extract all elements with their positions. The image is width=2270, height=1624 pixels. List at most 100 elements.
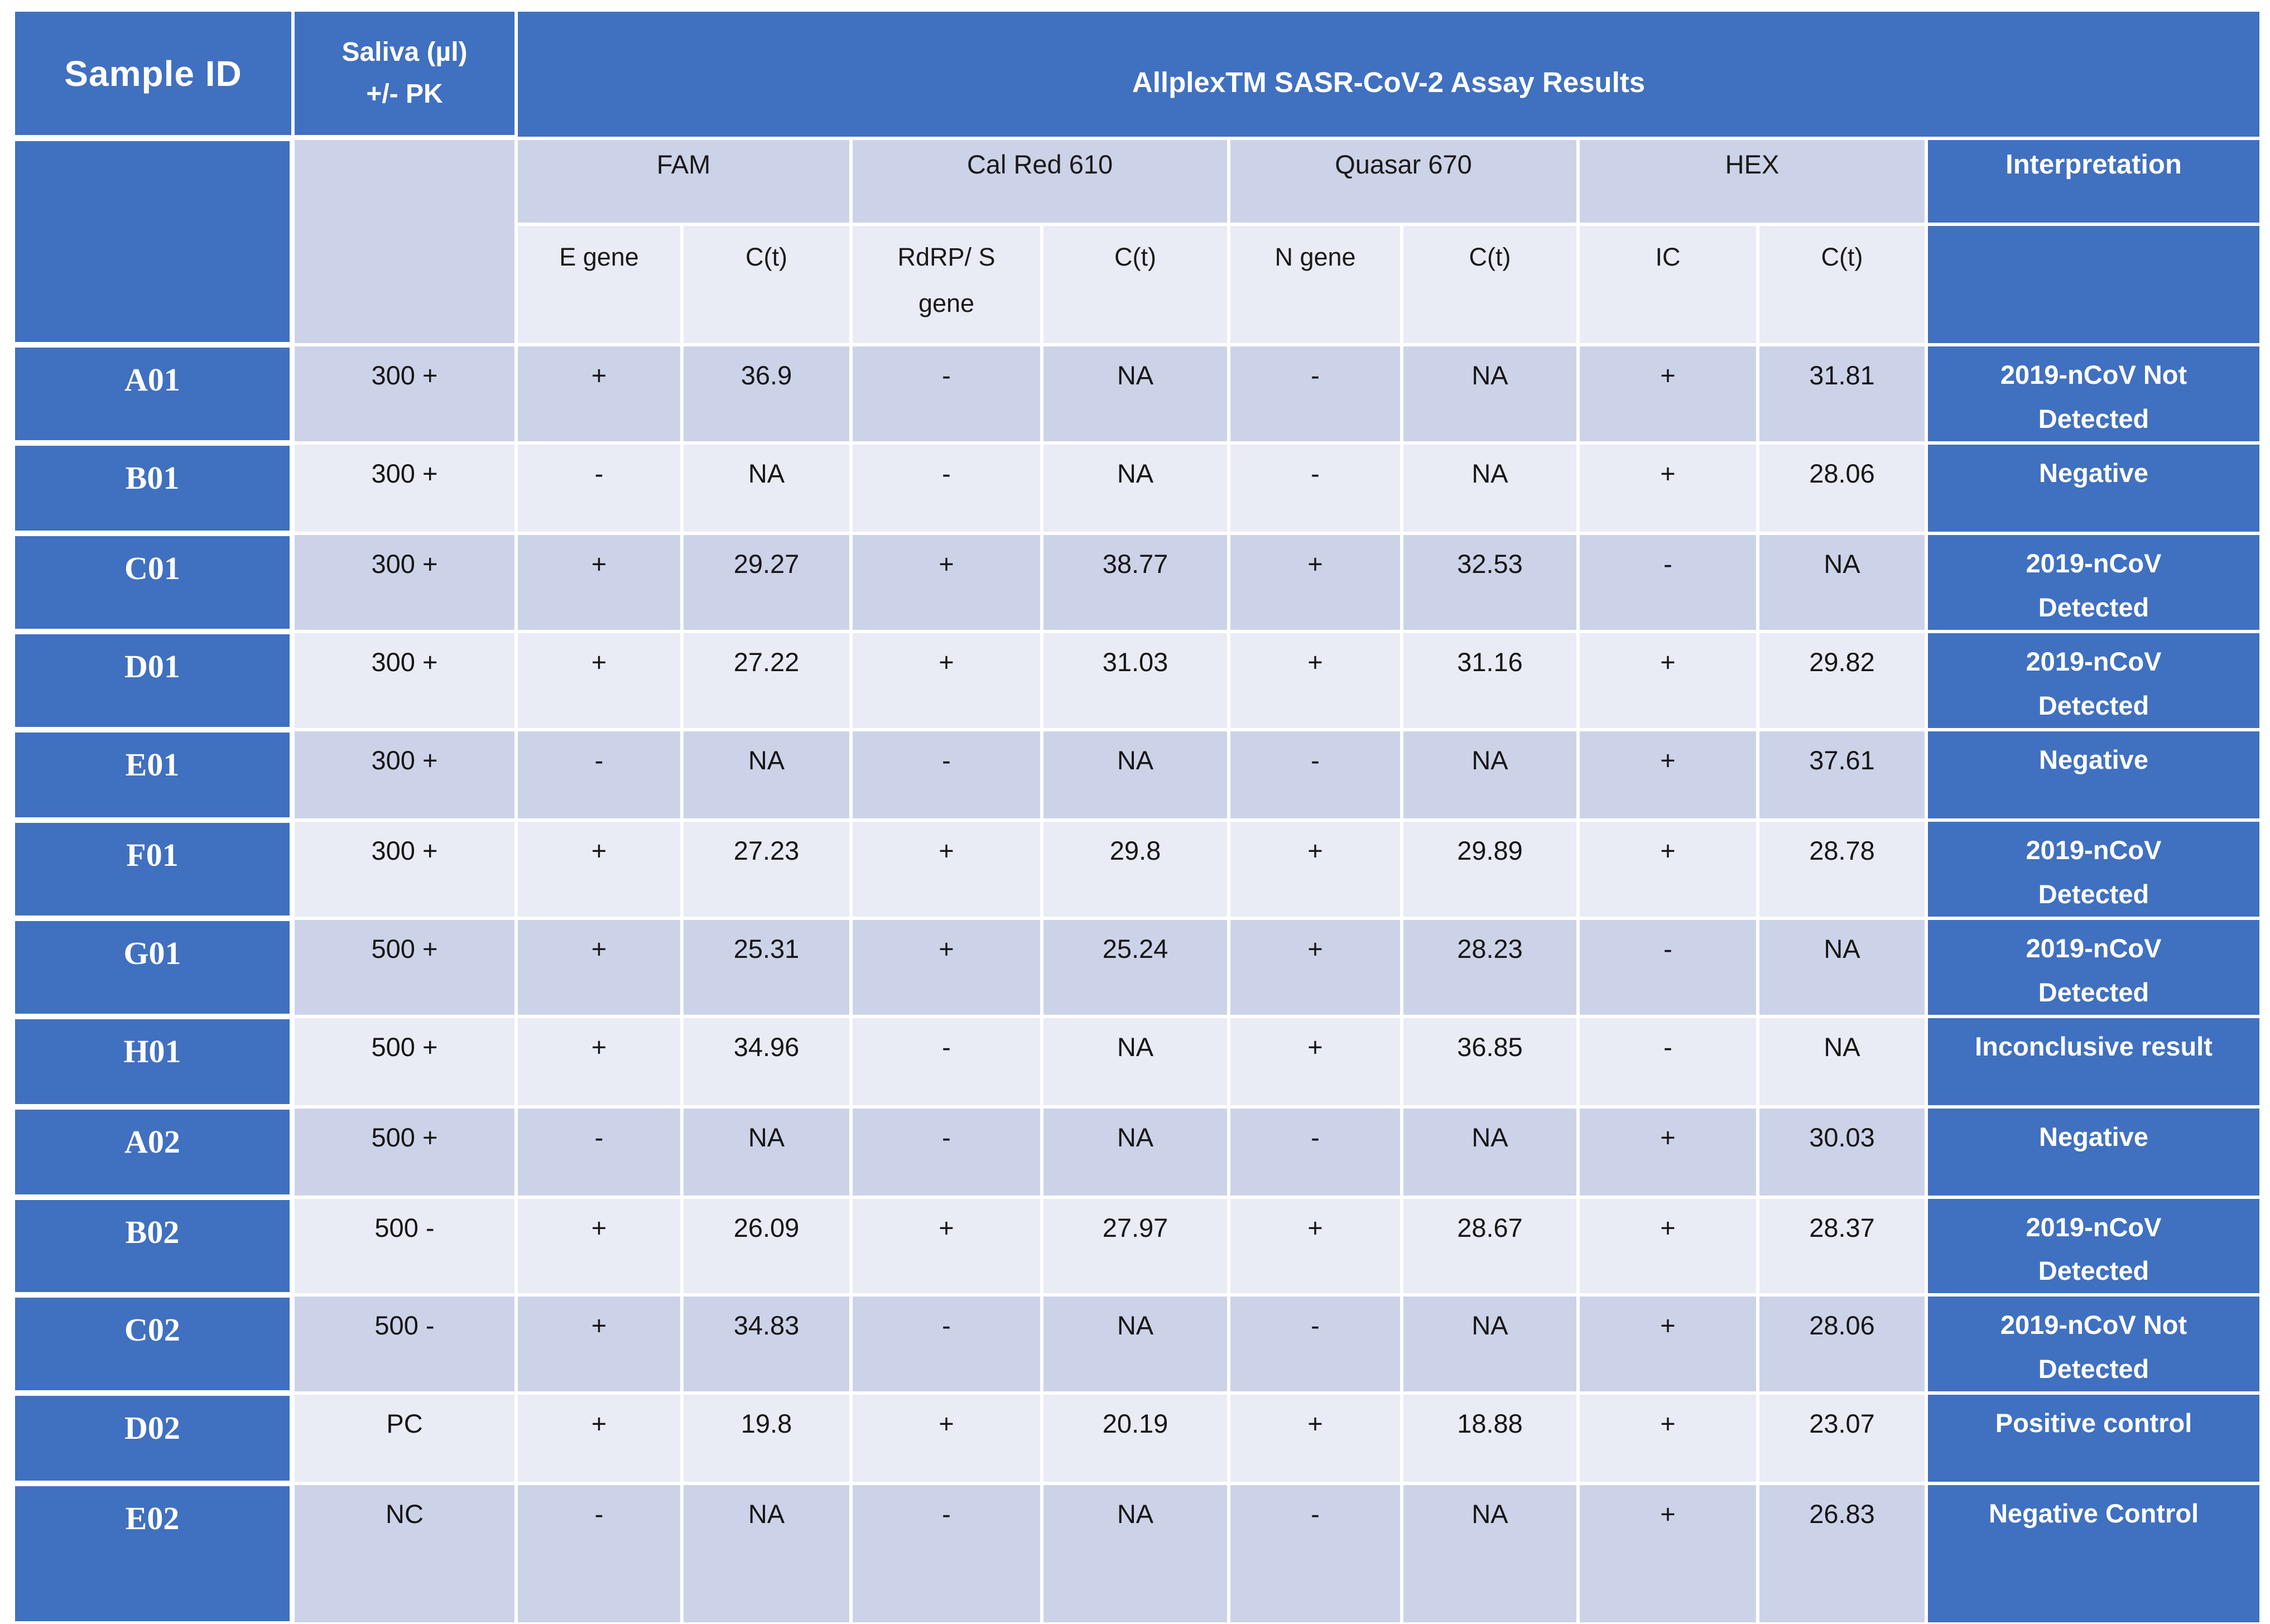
ngene-result-cell: - bbox=[1229, 1483, 1402, 1624]
ic-result-cell: + bbox=[1578, 1483, 1758, 1624]
calred-ct-cell: 38.77 bbox=[1042, 533, 1229, 632]
fam-ct-header: C(t) bbox=[682, 224, 851, 345]
hex-ct-cell: NA bbox=[1758, 918, 1926, 1016]
quasar-ct-cell: 29.89 bbox=[1402, 820, 1578, 918]
ngene-result-cell: + bbox=[1229, 918, 1402, 1016]
calred-ct-cell: NA bbox=[1042, 1295, 1229, 1394]
ic-result-cell: + bbox=[1578, 1393, 1758, 1484]
saliva-spacer-cell bbox=[293, 138, 516, 345]
ngene-result-cell: + bbox=[1229, 631, 1402, 730]
sample-id-cell: D01 bbox=[13, 631, 293, 730]
sample-id-cell: C02 bbox=[13, 1295, 293, 1394]
fam-ct-cell: 29.27 bbox=[682, 533, 851, 632]
ngene-result-cell: + bbox=[1229, 1393, 1402, 1484]
saliva-cell: 300 + bbox=[293, 729, 516, 820]
quasar-ct-cell: NA bbox=[1402, 442, 1578, 533]
table-row: B02 500 - +26.09 +27.97 +28.67 +28.37 2019-nCo… bbox=[13, 1197, 2262, 1295]
sample-id-cell: B02 bbox=[13, 1197, 293, 1295]
fam-result-cell: + bbox=[516, 1295, 682, 1394]
fam-result-cell: + bbox=[516, 533, 682, 632]
sample-id-cell: A02 bbox=[13, 1106, 293, 1197]
ngene-header: N gene bbox=[1229, 224, 1402, 345]
ngene-result-cell: - bbox=[1229, 729, 1402, 820]
interpretation-cell: Negative bbox=[1926, 442, 2262, 533]
hex-ct-cell: 23.07 bbox=[1758, 1393, 1926, 1484]
saliva-cell: PC bbox=[293, 1393, 516, 1484]
table-row: E01 300 + - NA - NA - NA +37.61 Negative bbox=[13, 729, 2262, 820]
ngene-result-cell: + bbox=[1229, 1016, 1402, 1107]
quasar-ct-cell: 36.85 bbox=[1402, 1016, 1578, 1107]
calred-ct-cell: NA bbox=[1042, 1016, 1229, 1107]
quasar-ct-cell: 28.67 bbox=[1402, 1197, 1578, 1295]
table-row: A01 300 + +36.9- NA - NA +31.81 2019-nCoV Not D… bbox=[13, 345, 2262, 443]
ic-result-cell: + bbox=[1578, 631, 1758, 730]
interpretation-cell: 2019-nCoV Detected bbox=[1926, 631, 2262, 730]
saliva-header: Saliva (µl) +/- PK bbox=[293, 10, 516, 138]
quasar-ct-cell: NA bbox=[1402, 1295, 1578, 1394]
interpretation-cell: 2019-nCoV Detected bbox=[1926, 918, 2262, 1016]
sample-id-cell: C01 bbox=[13, 533, 293, 632]
ic-result-cell: - bbox=[1578, 533, 1758, 632]
rdrp-result-cell: + bbox=[851, 631, 1042, 730]
rdrp-result-cell: - bbox=[851, 345, 1042, 443]
interpretation-cell: 2019-nCoV Not Detected bbox=[1926, 1295, 2262, 1394]
table-row: C02 500 - +34.83- NA - NA +28.06 2019-nCoV Not … bbox=[13, 1295, 2262, 1394]
fam-ct-cell: 19.8 bbox=[682, 1393, 851, 1484]
interpretation-cell: Negative bbox=[1926, 729, 2262, 820]
calred-ct-cell: NA bbox=[1042, 1106, 1229, 1197]
saliva-cell: 500 + bbox=[293, 1016, 516, 1107]
fam-result-cell: + bbox=[516, 820, 682, 918]
rdrp-result-cell: - bbox=[851, 1106, 1042, 1197]
calred-ct-header: C(t) bbox=[1042, 224, 1229, 345]
quasar-ct-cell: NA bbox=[1402, 1483, 1578, 1624]
ic-result-cell: + bbox=[1578, 729, 1758, 820]
channel-calred-header: Cal Red 610 bbox=[851, 138, 1229, 224]
ic-header: IC bbox=[1578, 224, 1758, 345]
saliva-cell: NC bbox=[293, 1483, 516, 1624]
saliva-cell: 300 + bbox=[293, 533, 516, 632]
interpretation-spacer-cell bbox=[1926, 224, 2262, 345]
ic-result-cell: + bbox=[1578, 820, 1758, 918]
calred-ct-cell: 20.19 bbox=[1042, 1393, 1229, 1484]
ngene-result-cell: - bbox=[1229, 1106, 1402, 1197]
rdrp-result-cell: - bbox=[851, 1016, 1042, 1107]
quasar-ct-cell: 28.23 bbox=[1402, 918, 1578, 1016]
interpretation-header: Interpretation bbox=[1926, 138, 2262, 224]
assay-title-header: AllplexTM SASR-CoV-2 Assay Results bbox=[516, 10, 2262, 138]
sample-id-cell: F01 bbox=[13, 820, 293, 918]
rdrp-result-cell: - bbox=[851, 1295, 1042, 1394]
fam-ct-cell: 27.22 bbox=[682, 631, 851, 730]
fam-result-cell: + bbox=[516, 1197, 682, 1295]
channel-quasar-header: Quasar 670 bbox=[1229, 138, 1578, 224]
quasar-ct-cell: NA bbox=[1402, 729, 1578, 820]
hex-ct-cell: NA bbox=[1758, 533, 1926, 632]
calred-ct-cell: NA bbox=[1042, 442, 1229, 533]
assay-results-table: Sample ID Saliva (µl) +/- PK AllplexTM S… bbox=[13, 10, 2262, 1624]
fam-ct-cell: 27.23 bbox=[682, 820, 851, 918]
hex-ct-cell: NA bbox=[1758, 1016, 1926, 1107]
rdrp-result-cell: - bbox=[851, 1483, 1042, 1624]
saliva-cell: 500 + bbox=[293, 918, 516, 1016]
calred-ct-cell: 27.97 bbox=[1042, 1197, 1229, 1295]
hex-ct-header: C(t) bbox=[1758, 224, 1926, 345]
ic-result-cell: + bbox=[1578, 1295, 1758, 1394]
saliva-cell: 300 + bbox=[293, 631, 516, 730]
saliva-cell: 500 - bbox=[293, 1197, 516, 1295]
saliva-cell: 300 + bbox=[293, 442, 516, 533]
table-row: B01 300 + - NA - NA - NA +28.06 Negative bbox=[13, 442, 2262, 533]
ngene-result-cell: - bbox=[1229, 345, 1402, 443]
interpretation-cell: Positive control bbox=[1926, 1393, 2262, 1484]
ngene-result-cell: - bbox=[1229, 1295, 1402, 1394]
fam-result-cell: - bbox=[516, 442, 682, 533]
calred-ct-cell: NA bbox=[1042, 729, 1229, 820]
fam-ct-cell: 36.9 bbox=[682, 345, 851, 443]
table-row: H01 500 + +34.96- NA +36.85- NA Inconclusive r… bbox=[13, 1016, 2262, 1107]
table-row: D02 PC +19.8 +20.19 +18.88 +23.07 Positive con… bbox=[13, 1393, 2262, 1484]
interpretation-cell: 2019-nCoV Not Detected bbox=[1926, 345, 2262, 443]
hex-ct-cell: 28.78 bbox=[1758, 820, 1926, 918]
fam-result-cell: + bbox=[516, 631, 682, 730]
table-row: F01 300 + +27.23 +29.8 +29.89 +28.78 2019-nCoV… bbox=[13, 820, 2262, 918]
channel-fam-header: FAM bbox=[516, 138, 851, 224]
calred-ct-cell: 31.03 bbox=[1042, 631, 1229, 730]
saliva-cell: 300 + bbox=[293, 345, 516, 443]
